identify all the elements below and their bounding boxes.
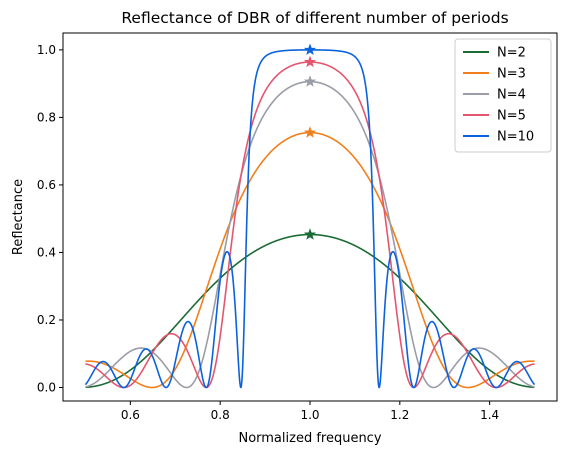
peak-marker-n3 xyxy=(303,126,317,138)
peak-marker-n2 xyxy=(303,228,317,240)
legend-label: N=10 xyxy=(497,130,534,145)
x-tick-label: 1.4 xyxy=(480,408,499,422)
legend-label: N=2 xyxy=(497,46,526,61)
peak-marker-n10 xyxy=(303,43,317,56)
peak-marker-n5 xyxy=(303,55,317,68)
peak-marker-n4 xyxy=(303,75,317,87)
y-tick-label: 0.6 xyxy=(37,178,56,192)
y-tick-label: 1.0 xyxy=(37,43,56,57)
legend-label: N=3 xyxy=(497,67,526,82)
x-axis: 0.6 0.8 1.0 1.2 1.4 xyxy=(121,401,499,422)
x-tick-label: 0.6 xyxy=(121,408,140,422)
legend-box xyxy=(454,38,552,153)
y-axis-label: Reflectance xyxy=(11,179,26,255)
legend-label: N=5 xyxy=(497,109,526,124)
chart-title: Reflectance of DBR of different number o… xyxy=(121,9,508,27)
plot-markers xyxy=(303,43,317,240)
x-axis-label: Normalized frequency xyxy=(238,431,381,446)
legend: N=2 N=3 N=4 N=5 N=10 xyxy=(454,38,552,153)
series-line-n2 xyxy=(85,233,535,389)
y-axis: 0.0 0.2 0.4 0.6 0.8 1.0 xyxy=(37,43,63,394)
y-tick-label: 0.0 xyxy=(37,380,56,394)
x-tick-label: 1.2 xyxy=(390,408,409,422)
x-tick-label: 0.8 xyxy=(211,408,230,422)
y-tick-label: 0.8 xyxy=(37,110,56,124)
x-tick-label: 1.0 xyxy=(300,408,319,422)
y-tick-label: 0.2 xyxy=(37,313,56,327)
legend-label: N=4 xyxy=(497,88,526,103)
y-tick-label: 0.4 xyxy=(37,245,56,259)
